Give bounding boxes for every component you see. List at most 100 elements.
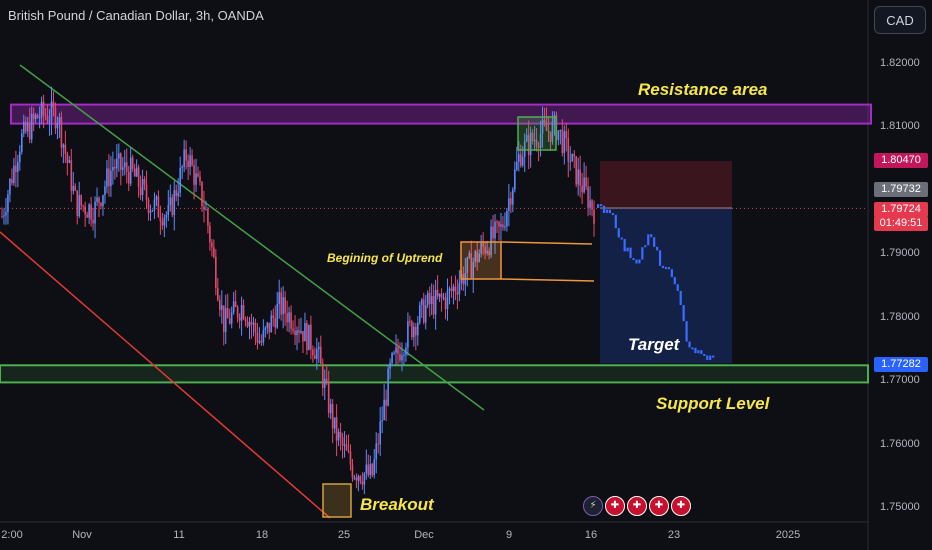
- projection-bar: [712, 355, 715, 358]
- candle-body: [381, 420, 383, 422]
- candle-body: [3, 215, 5, 217]
- time-axis-label: Nov: [72, 529, 92, 541]
- candle-body: [44, 114, 47, 117]
- candle-body: [314, 355, 316, 359]
- candle-body: [193, 165, 195, 185]
- candle-body: [153, 199, 156, 211]
- candle-body: [319, 346, 322, 364]
- candle-body: [94, 201, 96, 224]
- stop-loss-zone: [600, 161, 732, 208]
- candle-body: [452, 286, 455, 292]
- uk-flag-icon[interactable]: ✚: [671, 496, 691, 516]
- candle-body: [135, 167, 138, 177]
- candle-body: [456, 291, 459, 295]
- candle-body: [228, 318, 231, 324]
- projection-bar: [641, 247, 644, 260]
- candle-body: [387, 368, 389, 406]
- candle-body: [517, 154, 520, 162]
- candle-body: [197, 173, 199, 177]
- candle-body: [181, 166, 183, 168]
- candle-body: [62, 144, 65, 148]
- candle-body: [519, 154, 522, 166]
- candle-body: [191, 155, 193, 166]
- candle-body: [583, 177, 585, 193]
- candle-body: [171, 197, 174, 216]
- candle-body: [112, 166, 114, 171]
- stop-price-tag: 1.80470: [874, 153, 928, 168]
- candle-body: [341, 437, 344, 446]
- candle-body: [123, 162, 126, 168]
- candle-body: [407, 321, 409, 348]
- projection-bar: [605, 209, 609, 213]
- candle-body: [76, 190, 79, 216]
- projection-bar: [611, 213, 614, 216]
- last-price-tag: 1.79732: [874, 182, 928, 197]
- resistance-label: Resistance area: [638, 80, 768, 99]
- candle-body: [104, 186, 106, 196]
- projection-bar: [599, 204, 603, 207]
- candle-body: [298, 330, 300, 333]
- candle-body: [28, 122, 31, 140]
- candle-body: [201, 181, 203, 207]
- candle-body: [510, 198, 512, 205]
- support-zone: [0, 364, 869, 384]
- candle-body: [145, 184, 148, 200]
- candle-body: [454, 286, 457, 292]
- candle-body: [40, 101, 43, 118]
- candle-body: [187, 160, 189, 167]
- candle-body: [74, 185, 77, 191]
- time-axis-label: 11: [173, 529, 185, 541]
- projection-bar: [676, 284, 679, 291]
- candle-body: [482, 242, 484, 247]
- candle-body: [470, 253, 473, 278]
- candle-body: [137, 167, 140, 188]
- candle-body: [502, 224, 504, 228]
- candle-body: [442, 297, 445, 299]
- candle-body: [393, 352, 395, 354]
- candle-body: [84, 206, 86, 215]
- candle-body: [139, 187, 142, 196]
- price-axis-label: 1.78000: [880, 310, 920, 323]
- candle-body: [15, 165, 17, 173]
- currency-button[interactable]: CAD: [874, 6, 926, 34]
- candle-body: [88, 204, 90, 218]
- candle-body: [256, 332, 259, 343]
- candle-body: [484, 246, 486, 254]
- candle-body: [553, 115, 556, 122]
- candle-body: [100, 203, 102, 207]
- candle-body: [577, 169, 579, 185]
- candle-body: [13, 165, 15, 184]
- candle-body: [248, 321, 251, 327]
- candle-body: [347, 450, 350, 452]
- lightning-icon[interactable]: ⚡: [583, 496, 603, 516]
- candle-body: [413, 326, 415, 338]
- candle-body: [335, 417, 338, 441]
- candle-body: [60, 117, 63, 148]
- candle-body: [234, 301, 237, 307]
- economic-events[interactable]: ⚡ ✚ ✚ ✚ ✚: [583, 496, 691, 516]
- candle-body: [458, 283, 461, 295]
- candle-body: [323, 378, 326, 388]
- uk-flag-icon[interactable]: ✚: [627, 496, 647, 516]
- candle-body: [121, 167, 124, 170]
- candle-body: [17, 161, 19, 173]
- candle-body: [424, 305, 427, 323]
- candle-body: [436, 289, 439, 297]
- candle-body: [490, 226, 492, 256]
- candle-body: [78, 195, 81, 216]
- candle-body: [329, 404, 332, 414]
- uk-flag-icon[interactable]: ✚: [605, 496, 625, 516]
- candle-body: [118, 153, 120, 159]
- candle-body: [434, 289, 437, 315]
- candle-body: [42, 101, 45, 115]
- candle-body: [125, 162, 128, 172]
- candle-body: [96, 197, 98, 202]
- candle-body: [306, 323, 308, 351]
- uk-flag-icon[interactable]: ✚: [649, 496, 669, 516]
- candle-body: [244, 318, 247, 322]
- candle-body: [327, 381, 330, 414]
- candle-body: [129, 157, 132, 184]
- candle-body: [30, 113, 33, 140]
- candle-body: [185, 149, 187, 161]
